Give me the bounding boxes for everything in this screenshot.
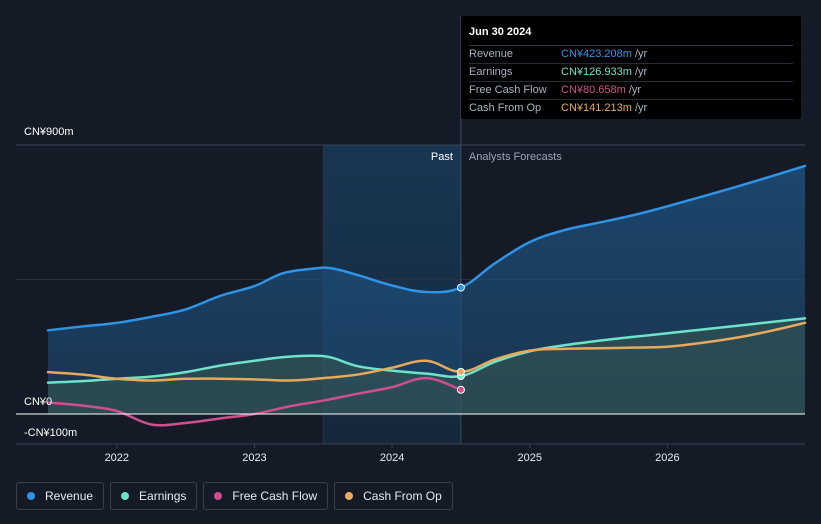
x-tick-label: 2026 — [655, 452, 679, 464]
legend: Revenue Earnings Free Cash Flow Cash Fro… — [16, 482, 453, 512]
legend-dot-icon — [27, 492, 35, 500]
tooltip-label: Earnings — [469, 66, 513, 78]
legend-dot-icon — [345, 492, 354, 500]
tooltip-row-earnings: Earnings CN¥126.933m /yr — [469, 64, 793, 82]
tooltip-unit: /yr — [634, 48, 648, 60]
tooltip-unit: /yr — [634, 66, 648, 78]
legend-label: Earnings — [139, 489, 187, 503]
cash-from-op-marker — [456, 367, 465, 376]
tooltip-row-cash-from-op: Cash From Op CN¥141.213m /yr — [469, 100, 793, 117]
tooltip-date: Jun 30 2024 — [469, 24, 793, 46]
free-cash-flow-marker — [456, 385, 465, 394]
legend-item-earnings[interactable]: Earnings — [110, 482, 198, 510]
earnings-area — [48, 318, 805, 414]
legend-label: Revenue — [45, 489, 94, 503]
tooltip-label: Free Cash Flow — [469, 84, 547, 96]
x-tick-label: 2025 — [517, 452, 541, 464]
tooltip-value: CN¥141.213m — [561, 102, 632, 114]
tooltip-row-free-cash-flow: Free Cash Flow CN¥80.658m /yr — [469, 82, 793, 100]
tooltip-unit: /yr — [628, 84, 642, 96]
tooltip-label: Revenue — [469, 48, 514, 60]
tooltip-label: Cash From Op — [469, 102, 542, 114]
x-tick-label: 2022 — [105, 452, 129, 464]
legend-item-free-cash-flow[interactable]: Free Cash Flow — [203, 482, 329, 510]
y-axis-label: CN¥900m — [24, 126, 74, 138]
y-axis-label: CN¥0 — [24, 396, 52, 408]
legend-label: Free Cash Flow — [232, 489, 318, 503]
revenue-line — [46, 164, 807, 332]
revenue-marker — [456, 283, 465, 292]
x-tick-label: 2023 — [242, 452, 266, 464]
forecast-label: Analysts Forecasts — [469, 151, 562, 163]
tooltip-value: CN¥80.658m — [561, 84, 626, 96]
x-tick-label: 2024 — [380, 452, 404, 464]
legend-dot-icon — [214, 492, 223, 500]
legend-dot-icon — [121, 492, 130, 500]
tooltip-value: CN¥423.208m — [561, 48, 632, 60]
past-label: Past — [431, 151, 453, 163]
cash-from-op-line — [46, 321, 807, 382]
tooltip-row-revenue: Revenue CN¥423.208m /yr — [469, 46, 793, 64]
legend-item-revenue[interactable]: Revenue — [16, 482, 105, 510]
y-axis-label: -CN¥100m — [24, 427, 77, 439]
tooltip: Jun 30 2024 Revenue CN¥423.208m /yr Earn… — [461, 16, 801, 119]
legend-label: Cash From Op — [363, 489, 442, 503]
tooltip-unit: /yr — [634, 102, 648, 114]
tooltip-value: CN¥126.933m — [561, 66, 632, 78]
legend-item-cash-from-op[interactable]: Cash From Op — [334, 482, 453, 510]
